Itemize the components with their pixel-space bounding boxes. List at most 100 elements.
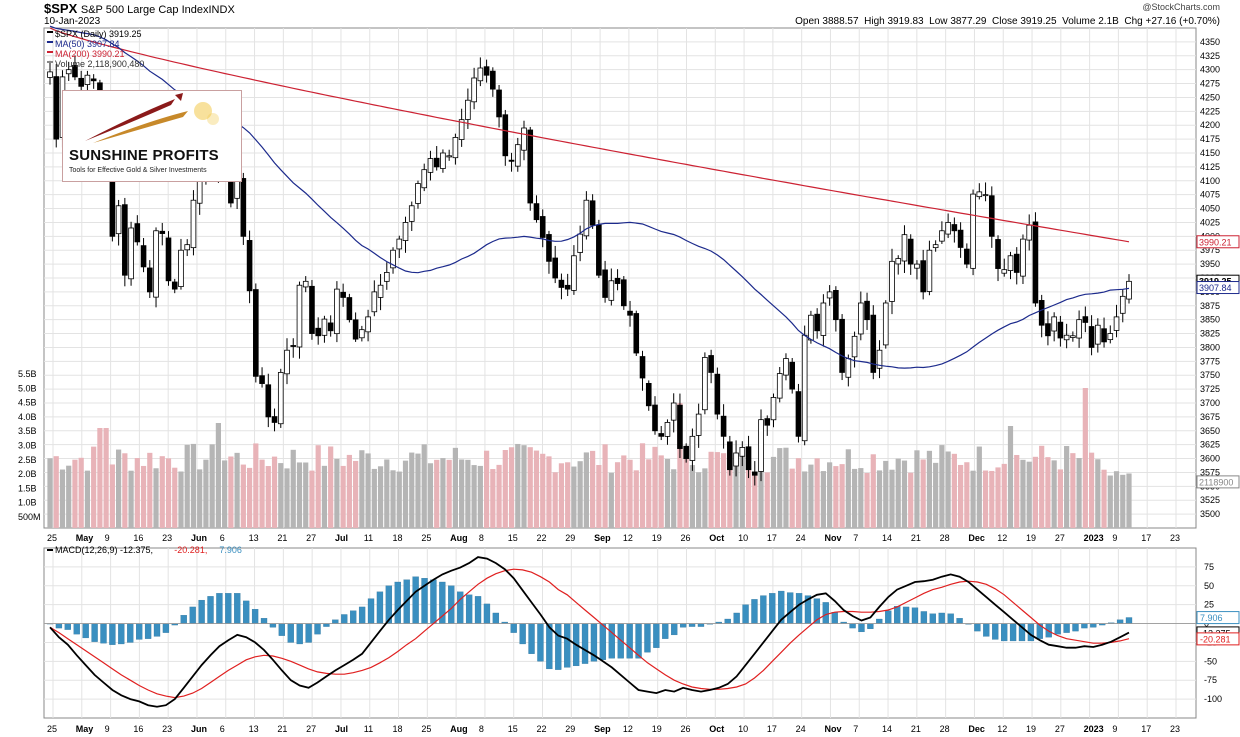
macd-histogram-bar xyxy=(902,606,910,624)
candle-body xyxy=(402,222,409,241)
candle-body xyxy=(440,152,446,169)
macd-histogram-bar xyxy=(733,612,740,624)
macd-histogram-bar xyxy=(662,623,669,639)
macd-tick-label: -75 xyxy=(1204,675,1217,685)
price-legend-entry: $SPX (Daily) 3919.25 xyxy=(55,29,142,39)
price-tick-label: 3825 xyxy=(1200,329,1220,339)
price-x-label: Aug xyxy=(450,533,468,543)
macd-x-label: 17 xyxy=(767,724,777,734)
volume-bar xyxy=(521,445,527,528)
volume-bar xyxy=(745,467,752,528)
candle-body xyxy=(514,144,521,167)
candle-body xyxy=(596,224,602,276)
price-tick-label: 3850 xyxy=(1200,315,1220,325)
candle-body xyxy=(271,416,278,423)
macd-x-label: 21 xyxy=(277,724,287,734)
candle-body xyxy=(309,285,315,334)
volume-bar xyxy=(97,428,103,528)
macd-histogram-bar xyxy=(73,623,80,635)
volume-bar xyxy=(795,458,802,528)
volume-bar xyxy=(334,458,340,528)
symbol-name: S&P 500 Large Cap Index xyxy=(80,4,209,16)
candle-body xyxy=(346,297,353,321)
macd-histogram-bar xyxy=(162,623,170,633)
price-x-label: 23 xyxy=(1170,533,1180,543)
price-tick-label: 4250 xyxy=(1200,92,1220,102)
price-x-label: Jun xyxy=(191,533,207,543)
candle-body xyxy=(951,224,958,232)
candle-body xyxy=(265,384,272,418)
candle-body xyxy=(72,65,78,78)
symbol-title: $SPX S&P 500 Large Cap IndexINDX xyxy=(44,1,235,16)
candle-body xyxy=(901,234,908,262)
macd-histogram-bar xyxy=(920,611,928,624)
candle-body xyxy=(146,267,153,293)
macd-x-label: 19 xyxy=(652,724,662,734)
candle-body xyxy=(677,404,683,449)
macd-histogram-bar xyxy=(64,623,71,630)
volume-bar xyxy=(1120,474,1126,528)
volume-bar xyxy=(353,460,359,528)
volume-bar xyxy=(752,471,758,528)
candle-body xyxy=(914,263,920,269)
price-tick-label: 4025 xyxy=(1200,217,1220,227)
candle-body xyxy=(521,127,527,151)
volume-bar xyxy=(646,459,652,528)
candle-body xyxy=(839,318,845,373)
macd-histogram-bar xyxy=(983,623,990,637)
volume-tick-label: 3.5B xyxy=(18,426,37,436)
price-tick-label: 4275 xyxy=(1200,79,1220,89)
volume-bar xyxy=(390,470,396,528)
volume-bar xyxy=(197,469,203,528)
price-x-label: Oct xyxy=(709,533,724,543)
volume-bar xyxy=(945,451,951,528)
volume-bar xyxy=(140,465,147,528)
volume-bar xyxy=(583,452,589,528)
volume-bar xyxy=(982,470,989,528)
volume-bar xyxy=(122,453,128,528)
price-x-label: 10 xyxy=(738,533,748,543)
macd-histogram-bar xyxy=(510,623,517,633)
candle-body xyxy=(1001,269,1008,274)
volume-bar xyxy=(827,462,833,528)
volume-bar xyxy=(908,472,914,528)
macd-x-label: 7 xyxy=(853,724,858,734)
volume-bar xyxy=(371,468,377,528)
macd-x-label: 22 xyxy=(537,724,547,734)
macd-x-label: 27 xyxy=(1055,724,1065,734)
macd-histogram-bar xyxy=(457,591,464,624)
volume-bar xyxy=(1014,454,1020,528)
price-x-label: 23 xyxy=(162,533,172,543)
price-x-label: Dec xyxy=(968,533,985,543)
macd-histogram-bar xyxy=(974,623,981,632)
candle-body xyxy=(383,272,390,282)
macd-histogram-bar xyxy=(243,600,250,624)
candle-body xyxy=(490,70,496,90)
candle-body xyxy=(1007,255,1014,271)
candle-body xyxy=(115,205,122,235)
candle-body xyxy=(1020,238,1026,277)
candle-body xyxy=(776,373,783,399)
macd-histogram-bar xyxy=(849,623,856,629)
price-x-label: 19 xyxy=(1026,533,1036,543)
candle-body xyxy=(122,204,128,276)
macd-histogram-bar xyxy=(260,618,268,624)
volume-bar xyxy=(1064,446,1070,528)
candle-body xyxy=(720,415,727,437)
macd-histogram-bar xyxy=(350,610,357,624)
macd-histogram-bar xyxy=(109,623,116,645)
macd-x-label: 28 xyxy=(940,724,950,734)
volume-bar xyxy=(720,453,727,528)
macd-x-label: 16 xyxy=(133,724,143,734)
price-tick-label: 3750 xyxy=(1200,370,1220,380)
price-tick-label: 4100 xyxy=(1200,176,1220,186)
macd-histogram-bar xyxy=(911,607,919,624)
volume-bar xyxy=(228,456,234,528)
candle-body xyxy=(833,290,839,321)
macd-x-label: Dec xyxy=(968,724,985,734)
candle-body xyxy=(1032,221,1039,304)
candle-body xyxy=(296,284,303,348)
candle-body xyxy=(508,159,515,162)
volume-tick-label: 5.0B xyxy=(18,383,37,393)
volume-bar xyxy=(66,465,72,528)
